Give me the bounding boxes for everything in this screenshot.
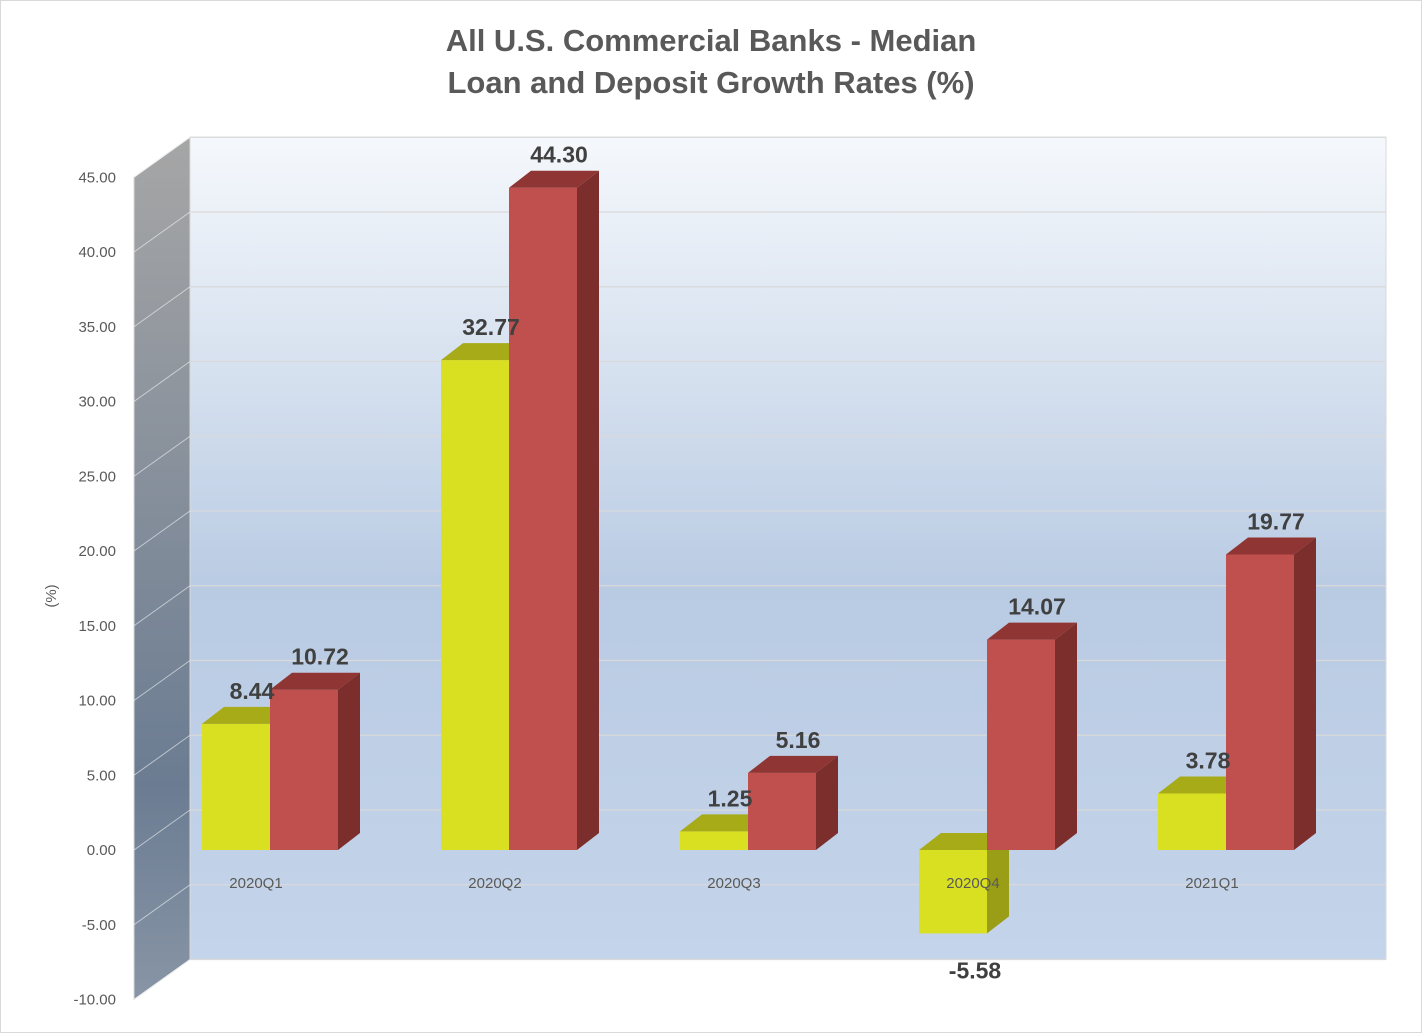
bar-s2-2020Q4-side: [1055, 622, 1077, 850]
chart-title-line-1: All U.S. Commercial Banks - Median: [445, 23, 977, 58]
gridline-side: [133, 884, 191, 926]
bar-s2-2020Q2: [509, 170, 599, 851]
gridline-side: [133, 211, 191, 253]
bar-s2-2020Q1-top: [270, 672, 360, 690]
bar-s2-2020Q3-top: [748, 755, 838, 773]
bar-s2-2020Q2-top: [509, 170, 599, 188]
bar-s1-2021Q1-top: [1158, 776, 1248, 794]
chart-title: All U.S. Commercial Banks - Median Loan …: [0, 20, 1422, 104]
bar-s2-2021Q1-front: [1226, 554, 1294, 850]
bar-s2-2020Q3-side: [816, 755, 838, 850]
bar-s1-2020Q1-front: [202, 723, 270, 850]
x-tick-label: 2021Q1: [1185, 875, 1238, 892]
bar-s1-2020Q2-top: [441, 343, 531, 361]
bar-s2-2020Q2-front: [509, 187, 577, 851]
data-label-s2-2020Q4: 14.07: [1008, 594, 1066, 620]
gridline-side: [133, 136, 191, 178]
y-tick-label: 20.00: [78, 543, 116, 560]
gridline-side: [133, 585, 191, 627]
bar-s2-2021Q1: [1226, 537, 1316, 850]
bar-s2-2020Q1-side: [338, 672, 360, 850]
data-label-s2-2020Q3: 5.16: [776, 727, 821, 753]
bars: [202, 170, 1316, 934]
bar-s1-2020Q4-front: [919, 850, 987, 934]
gridline-side: [133, 361, 191, 402]
data-label-s1-2020Q4: -5.58: [949, 957, 1002, 983]
gridlines: [133, 136, 1386, 1000]
gridline-side: [133, 510, 191, 552]
gridline-side: [133, 809, 191, 851]
y-tick-label: 25.00: [78, 468, 116, 485]
bar-s2-2020Q3-front: [748, 772, 816, 850]
bar-s2-2020Q3: [748, 755, 838, 850]
x-tick-label: 2020Q2: [468, 875, 521, 892]
y-axis: -10.00 -5.00 0.00 5.00 10.00 15.00 20.00 25.00 3…: [73, 169, 116, 1008]
data-label-s2-2021Q1: 19.77: [1247, 508, 1305, 534]
y-tick-label: -10.00: [73, 992, 116, 1009]
y-tick-label: 10.00: [78, 693, 116, 710]
y-tick-label: 45.00: [78, 169, 116, 186]
data-label-s1-2020Q1: 8.44: [230, 678, 275, 704]
gridline-side: [133, 660, 191, 701]
bar-s2-2020Q2-side: [577, 170, 599, 851]
bar-s1-2020Q3-top: [680, 814, 770, 832]
gridline-side: [133, 286, 191, 328]
y-tick-label: 30.00: [78, 394, 116, 411]
data-label-s1-2020Q3: 1.25: [708, 785, 753, 811]
bar-s1-2020Q2-front: [441, 360, 509, 850]
bar-s1-2020Q4-top: [919, 833, 1009, 850]
x-tick-label: 2020Q1: [229, 875, 282, 892]
y-tick-label: 40.00: [78, 244, 116, 261]
chart-title-line-2: Loan and Deposit Growth Rates (%): [447, 65, 975, 100]
x-axis: 2020Q1 2020Q2 2020Q3 2020Q4 2021Q1: [229, 875, 1238, 892]
x-tick-label: 2020Q4: [946, 875, 999, 892]
y-tick-label: 35.00: [78, 319, 116, 336]
y-axis-title: (%): [43, 584, 60, 607]
bar-s2-2021Q1-top: [1226, 537, 1316, 555]
data-label-s1-2021Q1: 3.78: [1186, 747, 1231, 773]
bar-s1-2020Q1-top: [202, 706, 292, 724]
y-tick-label: 0.00: [87, 842, 116, 859]
gridline-side: [133, 959, 191, 1000]
bar-s2-2021Q1-side: [1294, 537, 1316, 850]
data-label-s2-2020Q1: 10.72: [291, 644, 349, 670]
x-tick-label: 2020Q3: [707, 875, 760, 892]
side-wall: [133, 136, 191, 1001]
bar-s2-2020Q4-front: [987, 639, 1055, 850]
gridline-side: [133, 435, 191, 477]
y-tick-label: 15.00: [78, 618, 116, 635]
bar-s2-2020Q1-front: [270, 689, 338, 850]
plot-walls: [133, 136, 1387, 1001]
y-tick-label: -5.00: [82, 917, 116, 934]
bar-s2-2020Q1: [270, 672, 360, 850]
data-labels: 8.44 10.72 32.77 44.30 1.25 5.16 -5.58 14.07 3.7…: [230, 142, 1305, 984]
bar-s1-2020Q4: [919, 833, 1009, 934]
bar-s1-2020Q4-side: [987, 833, 1009, 934]
bar-s2-2020Q4-top: [987, 622, 1077, 640]
data-label-s1-2020Q2: 32.77: [462, 314, 520, 340]
data-label-s2-2020Q2: 44.30: [530, 142, 588, 168]
bar-s1-2020Q3-front: [680, 831, 748, 850]
y-tick-label: 5.00: [87, 767, 116, 784]
bar-s2-2020Q4: [987, 622, 1077, 850]
bar-s1-2021Q1-front: [1158, 793, 1226, 850]
gridline-side: [133, 734, 191, 776]
